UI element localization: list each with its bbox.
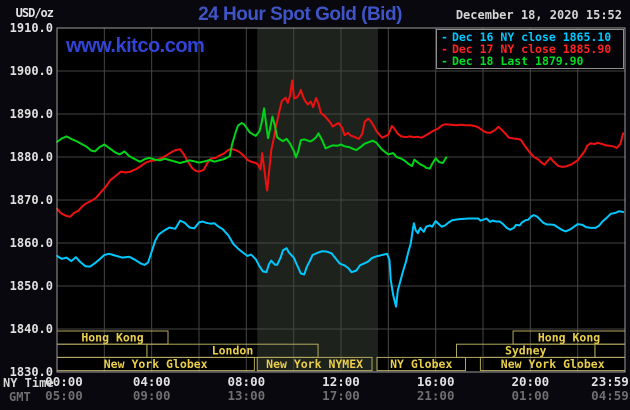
y-axis-tick-label: 1860.0	[10, 236, 53, 250]
kitco-watermark-link[interactable]: www.kitco.com	[66, 35, 205, 57]
legend-item: - Dec 17 NY close 1885.90	[441, 43, 623, 55]
y-axis-tick-label: 1840.0	[10, 322, 53, 336]
x-axis-ny-tick-label: 12:00	[322, 374, 360, 389]
session-label: Sydney	[505, 344, 547, 358]
legend-item: - Dec 16 NY close 1865.10	[441, 31, 623, 43]
session-label: New York Globex	[501, 357, 605, 371]
session-label: NY Globex	[390, 357, 452, 371]
y-axis-tick-label: 1850.0	[10, 279, 53, 293]
session-label: New York Globex	[104, 357, 208, 371]
x-axis-gmt-tick-label: 21:00	[417, 388, 455, 403]
y-axis-tick-label: 1870.0	[10, 193, 53, 207]
x-axis-gmt-tick-label: 01:00	[512, 388, 550, 403]
y-axis-unit-label: USD/oz	[15, 6, 54, 20]
legend-marker: -	[441, 30, 448, 44]
x-axis-ny-tick-label: 00:00	[45, 374, 83, 389]
x-axis-ny-tick-label: 20:00	[512, 374, 550, 389]
y-axis-tick-label: 1890.0	[10, 107, 53, 121]
x-axis-ny-time-label: NY Time	[3, 376, 54, 390]
x-axis-gmt-tick-label: 13:00	[228, 388, 266, 403]
x-axis-gmt-tick-label: 04:59	[591, 388, 629, 403]
y-axis-tick-label: 1910.0	[10, 21, 53, 35]
y-axis-tick-label: 1880.0	[10, 150, 53, 164]
x-axis-ny-tick-label: 16:00	[417, 374, 455, 389]
chart-title: 24 Hour Spot Gold (Bid)	[198, 4, 402, 25]
legend-marker: -	[441, 54, 448, 68]
legend-label: Dec 18 Last 1879.90	[451, 54, 584, 68]
price-line-dec-16	[56, 210, 625, 308]
session-box	[376, 356, 466, 372]
price-line-dec-18	[56, 107, 448, 170]
x-axis-gmt-label: GMT	[9, 390, 31, 404]
legend-item: - Dec 18 Last 1879.90	[441, 55, 623, 67]
x-axis-ny-tick-label: 08:00	[228, 374, 266, 389]
legend-marker: -	[441, 42, 448, 56]
session-box	[256, 356, 373, 372]
legend-label: Dec 17 NY close 1885.90	[451, 42, 612, 56]
price-line-dec-17	[56, 79, 625, 218]
x-axis-gmt-tick-label: 09:00	[133, 388, 171, 403]
session-label: London	[212, 344, 254, 358]
session-label: New York NYMEX	[266, 357, 363, 371]
y-axis-tick-label: 1830.0	[10, 365, 53, 379]
session-label: Hong Kong	[538, 331, 600, 345]
x-axis-gmt-tick-label: 05:00	[45, 388, 83, 403]
legend: - Dec 16 NY close 1865.10- Dec 17 NY close…	[436, 29, 624, 69]
legend-label: Dec 16 NY close 1865.10	[451, 30, 612, 44]
datetime-label: December 18, 2020 15:52	[455, 8, 622, 22]
x-axis-ny-tick-label: 23:59	[591, 374, 629, 389]
x-axis-gmt-tick-label: 17:00	[322, 388, 360, 403]
session-label: Hong Kong	[81, 331, 143, 345]
plot-border	[56, 27, 626, 373]
y-axis-tick-label: 1900.0	[10, 64, 53, 78]
x-axis-ny-tick-label: 04:00	[133, 374, 171, 389]
